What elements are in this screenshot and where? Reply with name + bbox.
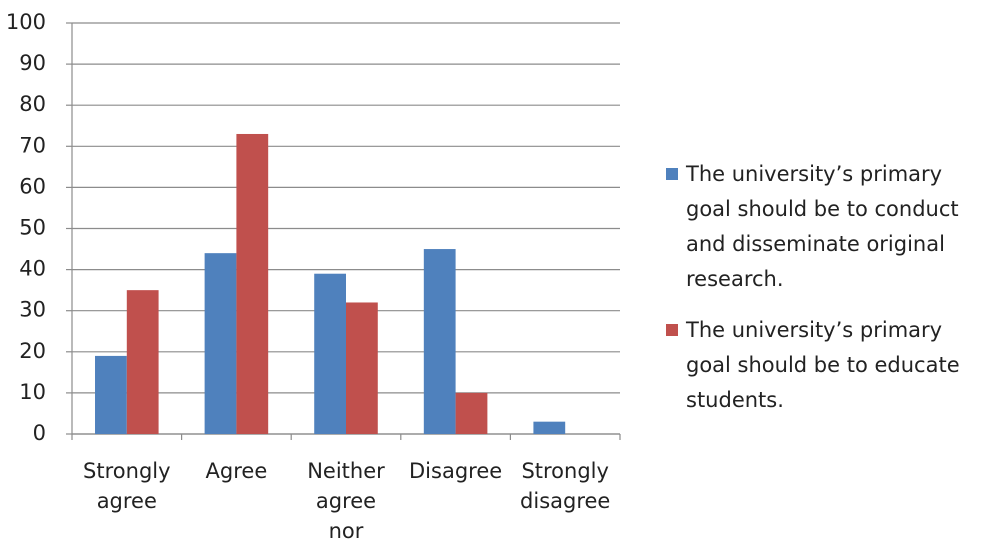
- legend-swatch: [666, 168, 678, 180]
- legend-label: The university’s primary goal should be …: [686, 318, 960, 412]
- bar: [95, 355, 127, 434]
- y-tick-label: 90: [19, 51, 46, 75]
- bar: [314, 273, 346, 434]
- legend-swatch: [666, 324, 678, 336]
- y-tick-label: 60: [19, 174, 46, 198]
- y-tick-label: 80: [19, 92, 46, 116]
- y-tick-label: 0: [33, 421, 46, 445]
- y-tick-label: 50: [19, 216, 46, 240]
- y-tick-label: 20: [19, 339, 46, 363]
- y-tick-label: 30: [19, 298, 46, 322]
- y-tick-label: 10: [19, 380, 46, 404]
- x-tick-label: Strongly disagree: [520, 459, 611, 513]
- bar: [236, 133, 269, 434]
- x-tick-label: Neither agree nor: [307, 459, 385, 543]
- x-tick-label: Strongly agree: [83, 459, 171, 513]
- y-tick-label: 70: [19, 133, 46, 157]
- x-tick-label: Disagree: [409, 459, 503, 483]
- y-tick-label: 40: [19, 257, 46, 281]
- bar: [455, 392, 488, 434]
- x-tick-label: Agree: [205, 459, 268, 483]
- bar: [204, 253, 237, 434]
- y-tick-label: 100: [6, 10, 46, 34]
- bar: [126, 290, 159, 434]
- bar: [533, 421, 566, 434]
- legend-label: The university’s primary goal should be …: [686, 162, 959, 291]
- bar: [346, 302, 378, 434]
- bar: [423, 249, 456, 434]
